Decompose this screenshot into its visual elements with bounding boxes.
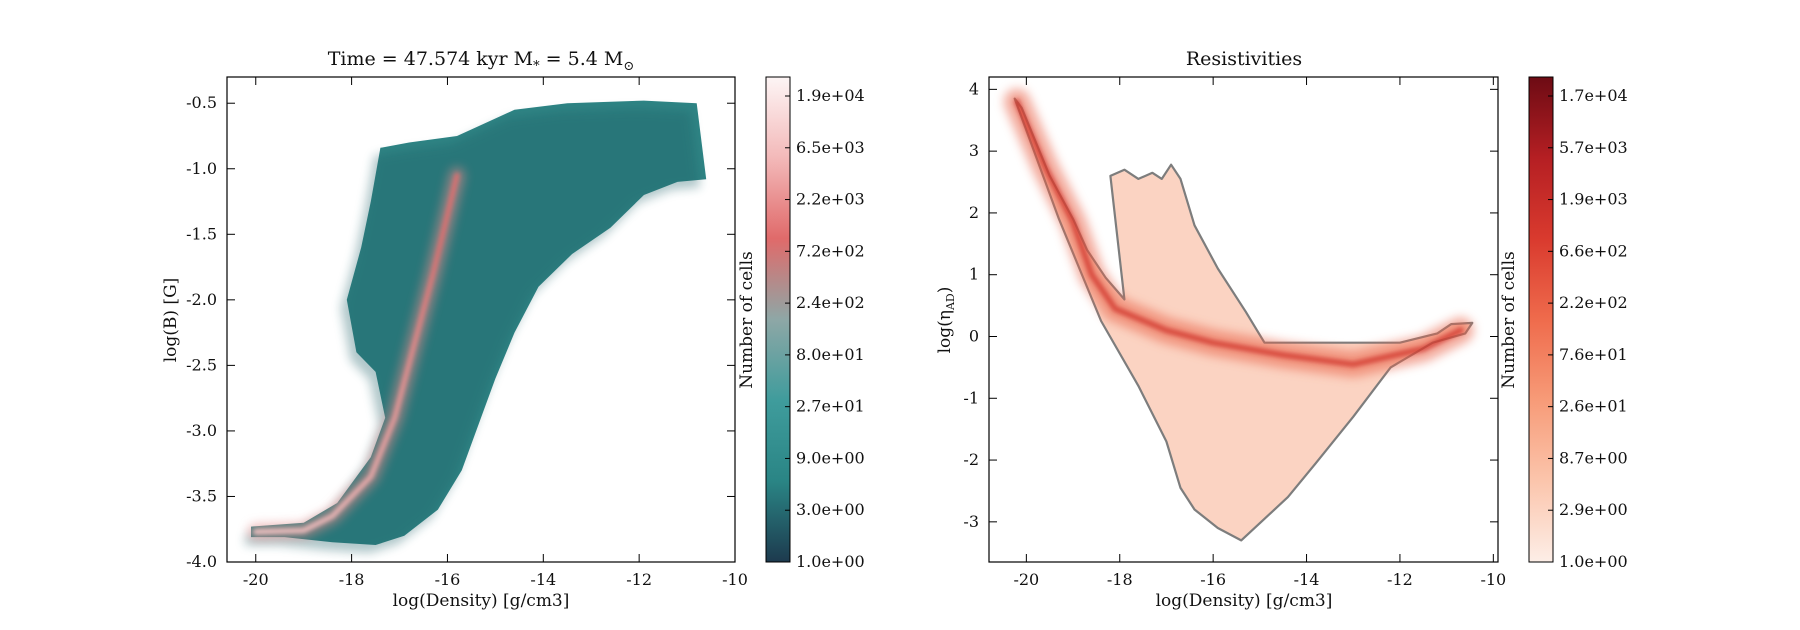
colorbar-left-label: Number of cells	[737, 251, 757, 389]
right-colorbar-tick-label: 1.0e+00	[1559, 552, 1628, 571]
right-y-axis-label: log(ηAD)	[935, 287, 957, 354]
right-resistivity-region	[1013, 97, 1474, 542]
left-y-tick-label: -2.0	[186, 290, 217, 309]
left-colorbar-tick-label: 1.9e+04	[796, 86, 865, 105]
colorbar-left-ticks: 1.0e+00 3.0e+00 9.0e+00 2.7e+01 8.0e+01 2.4e+…	[785, 86, 865, 571]
right-colorbar-tick-label: 5.7e+03	[1559, 138, 1628, 157]
left-colorbar-tick-label: 2.2e+03	[796, 190, 865, 209]
left-x-axis-label: log(Density) [g/cm3]	[393, 591, 570, 611]
right-y-tick-label: -3	[963, 512, 979, 531]
left-y-tick-label: -4.0	[186, 552, 217, 571]
left-colorbar-tick-label: 2.7e+01	[796, 397, 865, 416]
right-colorbar-tick-label: 2.2e+02	[1559, 293, 1628, 312]
left-x-tick-label: -12	[626, 570, 652, 589]
left-y-tick-label: -3.5	[186, 486, 217, 505]
left-ridge-core	[253, 172, 460, 535]
right-colorbar-tick-label: 1.7e+04	[1559, 86, 1628, 105]
right-axes-frame	[988, 76, 1499, 563]
left-y-tick-label: -0.5	[186, 93, 217, 112]
right-colorbar-tick-label: 8.7e+00	[1559, 448, 1628, 467]
left-y-tick-label: -2.5	[186, 355, 217, 374]
right-x-tick-label: -12	[1387, 570, 1413, 589]
colorbar-right-label: Number of cells	[1499, 251, 1519, 389]
left-y-tick-label: -1.0	[186, 159, 217, 178]
left-colorbar-tick-label: 3.0e+00	[796, 500, 865, 519]
right-panel: Resistivities -20 -18 -16 -14 -12 -10-3-2-101…	[935, 48, 1628, 611]
right-colorbar-tick-label: 2.9e+00	[1559, 500, 1628, 519]
left-colorbar-tick-label: 6.5e+03	[796, 138, 865, 157]
left-colorbar-tick-label: 1.0e+00	[796, 552, 865, 571]
left-axes-frame	[226, 76, 736, 563]
colorbar-right	[1528, 76, 1554, 563]
right-colorbar-tick-label: 7.6e+01	[1559, 345, 1628, 364]
right-y-tick-label: 2	[969, 203, 979, 222]
colorbar-right-ticks: 1.0e+00 2.9e+00 8.7e+00 2.6e+01 7.6e+01 2.2e+…	[1548, 86, 1628, 571]
right-y-tick-label: 3	[969, 141, 979, 160]
right-y-tick-label: 0	[969, 326, 979, 345]
right-heatmap-area	[1004, 88, 1474, 542]
left-colorbar-tick-label: 2.4e+02	[796, 293, 865, 312]
left-x-tick-label: -20	[243, 570, 269, 589]
right-x-tick-label: -10	[1480, 570, 1506, 589]
left-x-tick-label: -18	[339, 570, 365, 589]
right-colorbar-tick-label: 2.6e+01	[1559, 397, 1628, 416]
left-y-tick-label: -1.5	[186, 224, 217, 243]
left-axis-ticks: -20 -18 -16 -14 -12 -10 -4.0 -3.5 -3.0 -2.5 -2.0 -1…	[186, 77, 748, 589]
right-y-tick-label: -2	[963, 450, 979, 469]
right-colorbar-tick-label: 1.9e+03	[1559, 190, 1628, 209]
right-x-tick-label: -18	[1107, 570, 1133, 589]
right-colorbar-tick-label: 6.6e+02	[1559, 241, 1628, 260]
right-y-tick-label: 1	[969, 265, 979, 284]
right-x-tick-label: -16	[1200, 570, 1226, 589]
left-panel: Time = 47.574 kyr M* = 5.4 M⊙ -20 -18 -16-…	[161, 48, 865, 611]
right-x-tick-label: -14	[1294, 570, 1320, 589]
left-heatmap-area	[245, 100, 707, 553]
right-y-tick-label: -1	[963, 388, 979, 407]
right-x-tick-label: -20	[1013, 570, 1039, 589]
left-colorbar-tick-label: 8.0e+01	[796, 345, 865, 364]
right-x-axis-label: log(Density) [g/cm3]	[1156, 591, 1333, 611]
left-x-tick-label: -16	[435, 570, 461, 589]
colorbar-left	[765, 76, 791, 563]
left-colorbar-tick-label: 7.2e+02	[796, 241, 865, 260]
left-title: Time = 47.574 kyr M* = 5.4 M⊙	[328, 48, 634, 74]
left-dark-edge	[245, 108, 701, 553]
right-title: Resistivities	[1186, 48, 1302, 70]
right-y-tick-label: 4	[969, 79, 979, 98]
left-y-tick-label: -3.0	[186, 421, 217, 440]
left-y-axis-label: log(B) [G]	[161, 278, 181, 363]
left-x-tick-label: -14	[530, 570, 556, 589]
left-x-tick-label: -10	[722, 570, 748, 589]
left-colorbar-tick-label: 9.0e+00	[796, 448, 865, 467]
right-dense-band-core	[1014, 98, 1464, 368]
